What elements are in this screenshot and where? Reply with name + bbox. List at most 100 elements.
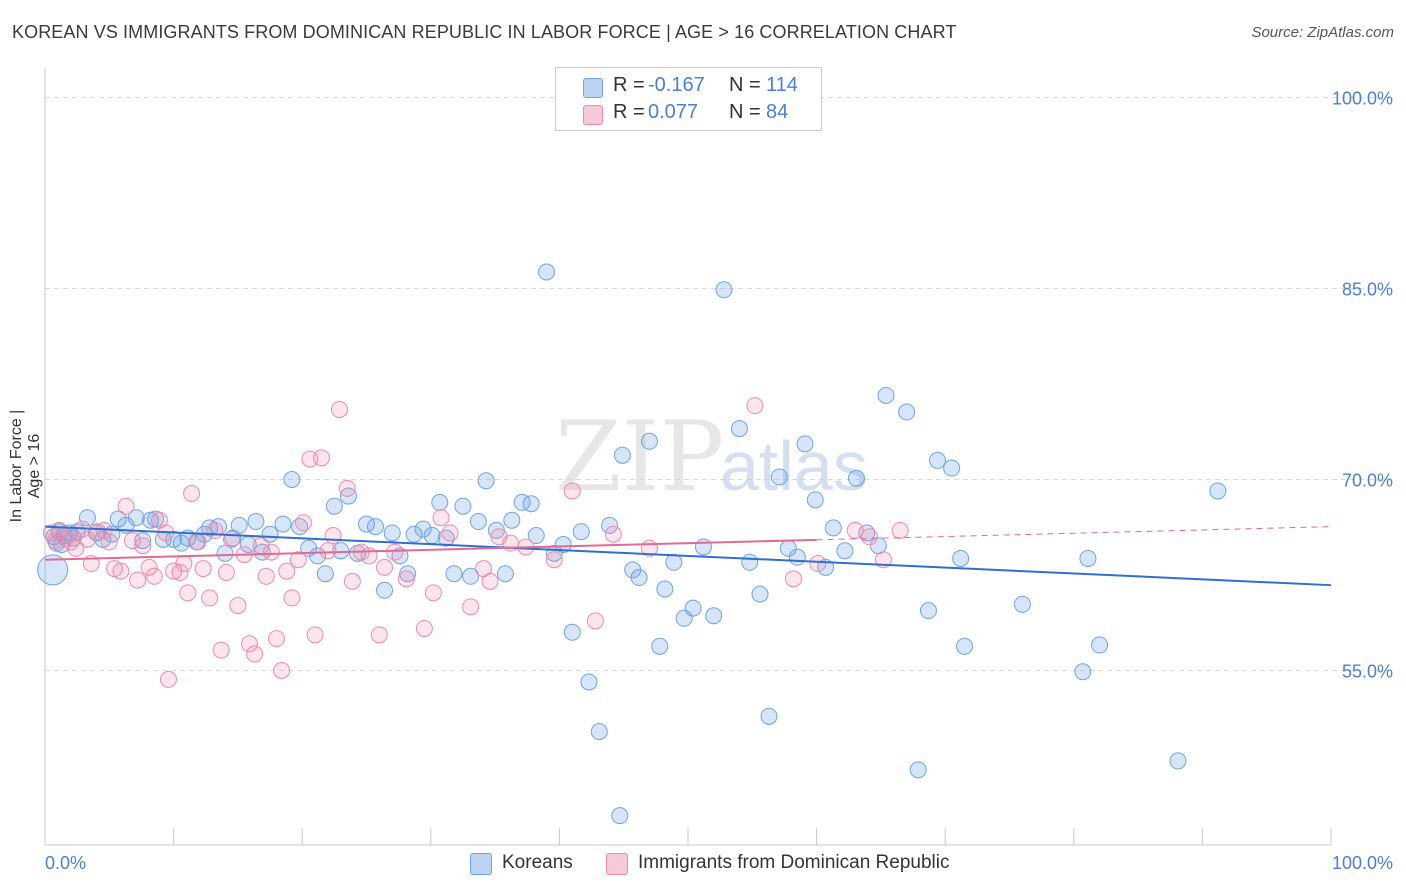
- korean-point: [877, 386, 895, 404]
- korean-point: [751, 585, 769, 603]
- legend-r-value: 0.077: [648, 101, 699, 123]
- dominican-point: [415, 619, 433, 637]
- dominican-point: [257, 567, 275, 585]
- korean-point: [611, 807, 629, 825]
- dominican-point: [217, 563, 235, 581]
- dominican-point: [376, 558, 394, 576]
- korean-point: [601, 516, 619, 534]
- korean-point: [454, 497, 472, 515]
- dominican-point: [330, 400, 348, 418]
- legend-n-value: 84: [766, 101, 789, 123]
- dominican-point: [319, 542, 337, 560]
- series-swatch-blue: [470, 853, 492, 875]
- dominican-point: [117, 497, 135, 515]
- correlation-legend: R = -0.167 N = 114 R = 0.077 N = 84: [555, 67, 822, 131]
- korean-point: [705, 607, 723, 625]
- dominican-point: [784, 570, 802, 588]
- legend-r-value: -0.167: [648, 74, 705, 96]
- korean-point: [423, 527, 441, 545]
- dominican-point: [746, 397, 764, 415]
- gridlines: [45, 97, 1393, 671]
- dominican-point: [312, 449, 330, 467]
- korean-point: [554, 535, 572, 553]
- trend-lines: [44, 525, 1332, 587]
- legend-row-koreans: R = -0.167 N = 114: [556, 74, 821, 100]
- dominican-point: [222, 530, 240, 548]
- korean-point: [1091, 636, 1109, 654]
- dominican-point: [481, 572, 499, 590]
- y-tick-label: 70.0%: [1342, 471, 1393, 491]
- dominican-point: [246, 645, 264, 663]
- korean-point: [656, 580, 674, 598]
- dominican-point: [89, 523, 107, 541]
- korean-point: [445, 565, 463, 583]
- y-tick-labels: 55.0% 70.0% 85.0% 100.0%: [1332, 89, 1393, 682]
- dominican-point: [338, 479, 356, 497]
- korean-point: [261, 525, 279, 543]
- korean-point: [651, 637, 669, 655]
- dominican-point: [809, 555, 827, 573]
- x-tick-labels: 0.0% 100.0%: [45, 853, 1393, 873]
- korean-point: [134, 532, 152, 550]
- korean-point: [316, 565, 334, 583]
- korean-point: [572, 523, 590, 541]
- korean-point: [1074, 663, 1092, 681]
- series-swatch-pink: [606, 853, 628, 875]
- korean-trend-line: [44, 525, 1332, 587]
- korean-point: [1079, 549, 1097, 567]
- dominican-point: [240, 635, 258, 653]
- korean-point: [383, 524, 401, 542]
- korean-point: [247, 513, 265, 531]
- korean-point: [230, 516, 248, 534]
- dominican-point: [370, 626, 388, 644]
- dominican-point: [462, 598, 480, 616]
- korean-point: [1013, 595, 1031, 613]
- dominican-point: [206, 521, 224, 539]
- dominican-point: [294, 514, 312, 532]
- dominican-point: [140, 558, 158, 576]
- dominican-point: [432, 509, 450, 527]
- korean-point: [741, 553, 759, 571]
- legend-row-dominican: R = 0.077 N = 84: [556, 101, 821, 127]
- dominican-point: [134, 537, 152, 555]
- legend-swatch-blue: [583, 78, 603, 98]
- dominican-point: [175, 555, 193, 573]
- korean-point: [919, 602, 937, 620]
- korean-point: [952, 549, 970, 567]
- dominican-trend-extension: [816, 526, 1332, 541]
- korean-point: [253, 543, 271, 561]
- korean-point: [770, 468, 788, 486]
- korean-point: [477, 472, 495, 490]
- dominican-point: [262, 543, 280, 561]
- korean-point: [928, 451, 946, 469]
- korean-point: [955, 637, 973, 655]
- korean-point: [909, 761, 927, 779]
- dominican-point: [283, 589, 301, 607]
- korean-point: [127, 509, 145, 527]
- korean-point: [760, 707, 778, 725]
- y-tick-label: 85.0%: [1342, 280, 1393, 300]
- dominican-point: [273, 662, 291, 679]
- korean-point: [1169, 752, 1187, 770]
- series-label: Koreans: [502, 852, 573, 873]
- chart-title: KOREAN VS IMMIGRANTS FROM DOMINICAN REPU…: [12, 22, 957, 42]
- korean-point: [376, 581, 394, 599]
- legend-swatch-pink: [583, 105, 603, 125]
- korean-point: [788, 548, 806, 566]
- dominican-point: [194, 560, 212, 578]
- korean-point: [325, 497, 343, 515]
- korean-point: [522, 495, 540, 513]
- dominican-point: [145, 567, 163, 585]
- dominican-point: [397, 570, 415, 588]
- y-tick-label: 100.0%: [1332, 89, 1393, 109]
- korean-point: [580, 673, 598, 691]
- data-points: [37, 263, 1227, 825]
- dominican-point: [846, 521, 864, 539]
- korean-point: [513, 493, 531, 511]
- korean-point: [462, 567, 480, 585]
- korean-point: [836, 542, 854, 560]
- dominican-point: [860, 528, 878, 546]
- korean-point: [824, 519, 842, 537]
- korean-point: [730, 420, 748, 438]
- legend-n-value: 114: [766, 74, 798, 96]
